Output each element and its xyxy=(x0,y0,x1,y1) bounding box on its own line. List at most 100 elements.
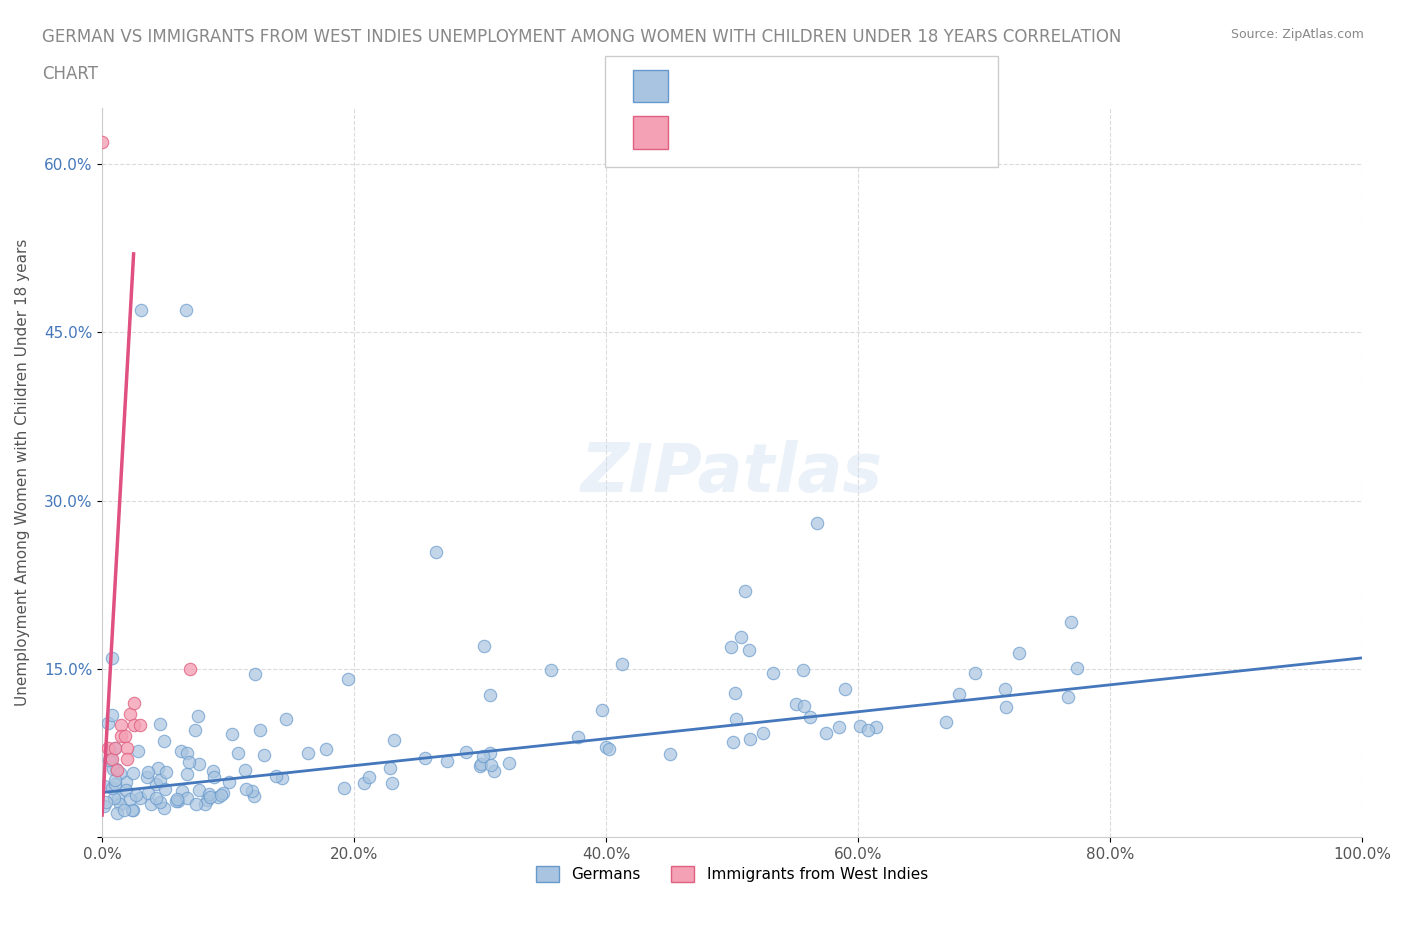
Germans xyxy=(104,773,127,788)
Germans xyxy=(97,715,120,730)
Germans xyxy=(567,730,589,745)
Germans xyxy=(122,765,145,780)
Germans xyxy=(198,790,221,804)
Germans xyxy=(108,765,131,780)
Germans xyxy=(149,716,172,731)
Germans xyxy=(136,770,159,785)
Immigrants from West Indies xyxy=(179,661,201,676)
Germans xyxy=(740,732,762,747)
Germans xyxy=(129,302,152,317)
Germans xyxy=(271,771,294,786)
Germans xyxy=(994,682,1017,697)
Germans xyxy=(381,776,404,790)
Germans xyxy=(184,797,207,812)
Germans xyxy=(221,726,243,741)
Germans xyxy=(730,630,752,644)
Germans xyxy=(149,773,172,788)
Immigrants from West Indies xyxy=(110,718,132,733)
Immigrants from West Indies xyxy=(105,763,128,777)
Germans xyxy=(598,742,620,757)
Germans xyxy=(482,764,505,778)
Immigrants from West Indies xyxy=(117,740,139,755)
Germans xyxy=(187,756,209,771)
Germans xyxy=(734,583,756,598)
Germans xyxy=(359,769,381,784)
Germans xyxy=(98,743,121,758)
Germans xyxy=(176,766,198,781)
Germans xyxy=(470,757,492,772)
Germans xyxy=(108,797,131,812)
Germans xyxy=(472,639,495,654)
Germans xyxy=(785,696,807,711)
Germans xyxy=(176,745,198,760)
Germans xyxy=(167,793,190,808)
Germans xyxy=(720,640,742,655)
Germans xyxy=(188,783,211,798)
Immigrants from West Indies xyxy=(117,751,139,766)
Germans xyxy=(336,671,359,686)
Germans xyxy=(249,723,271,737)
Germans xyxy=(436,753,458,768)
Immigrants from West Indies xyxy=(122,718,145,733)
Germans xyxy=(948,686,970,701)
Germans xyxy=(149,794,172,809)
Germans xyxy=(264,769,287,784)
Text: ZIPatlas: ZIPatlas xyxy=(581,440,883,506)
Germans xyxy=(834,682,856,697)
Germans xyxy=(187,709,209,724)
Germans xyxy=(184,723,207,737)
Text: CHART: CHART xyxy=(42,65,98,83)
Text: 0.272: 0.272 xyxy=(717,79,765,94)
Text: R =: R = xyxy=(682,79,716,94)
Germans xyxy=(107,790,129,805)
Germans xyxy=(138,764,160,779)
Germans xyxy=(413,751,436,765)
Germans xyxy=(176,302,198,317)
Germans xyxy=(235,781,257,796)
Germans xyxy=(612,657,634,671)
Germans xyxy=(591,702,613,717)
Germans xyxy=(226,745,249,760)
Text: N =: N = xyxy=(801,126,835,140)
Text: 0.771: 0.771 xyxy=(717,126,765,140)
Germans xyxy=(994,699,1017,714)
Germans xyxy=(799,710,821,724)
Y-axis label: Unemployment Among Women with Children Under 18 years: Unemployment Among Women with Children U… xyxy=(15,239,30,707)
Germans xyxy=(209,788,232,803)
Text: Source: ZipAtlas.com: Source: ZipAtlas.com xyxy=(1230,28,1364,41)
Germans xyxy=(152,801,174,816)
Germans xyxy=(243,789,266,804)
Legend: Germans, Immigrants from West Indies: Germans, Immigrants from West Indies xyxy=(530,860,934,888)
Germans xyxy=(935,714,957,729)
Germans xyxy=(114,782,136,797)
Germans xyxy=(202,770,225,785)
Germans xyxy=(170,744,193,759)
Germans xyxy=(382,732,405,747)
Germans xyxy=(806,516,828,531)
Germans xyxy=(121,803,143,817)
Germans xyxy=(101,780,124,795)
Germans xyxy=(129,790,152,805)
Germans xyxy=(115,775,138,790)
Germans xyxy=(195,793,218,808)
Germans xyxy=(793,699,815,714)
Germans xyxy=(124,788,146,803)
Germans xyxy=(425,544,447,559)
Germans xyxy=(105,762,128,777)
Germans xyxy=(207,790,229,804)
Germans xyxy=(166,791,188,806)
Germans xyxy=(176,790,198,805)
Germans xyxy=(101,708,124,723)
Germans xyxy=(101,761,124,776)
Germans xyxy=(353,775,375,790)
Germans xyxy=(498,756,520,771)
Germans xyxy=(104,777,127,791)
Germans xyxy=(792,663,814,678)
Immigrants from West Indies xyxy=(97,740,120,755)
Germans xyxy=(865,720,887,735)
Germans xyxy=(100,751,122,766)
Germans xyxy=(738,643,761,658)
Immigrants from West Indies xyxy=(114,729,136,744)
Germans xyxy=(274,711,297,726)
Germans xyxy=(233,763,256,777)
